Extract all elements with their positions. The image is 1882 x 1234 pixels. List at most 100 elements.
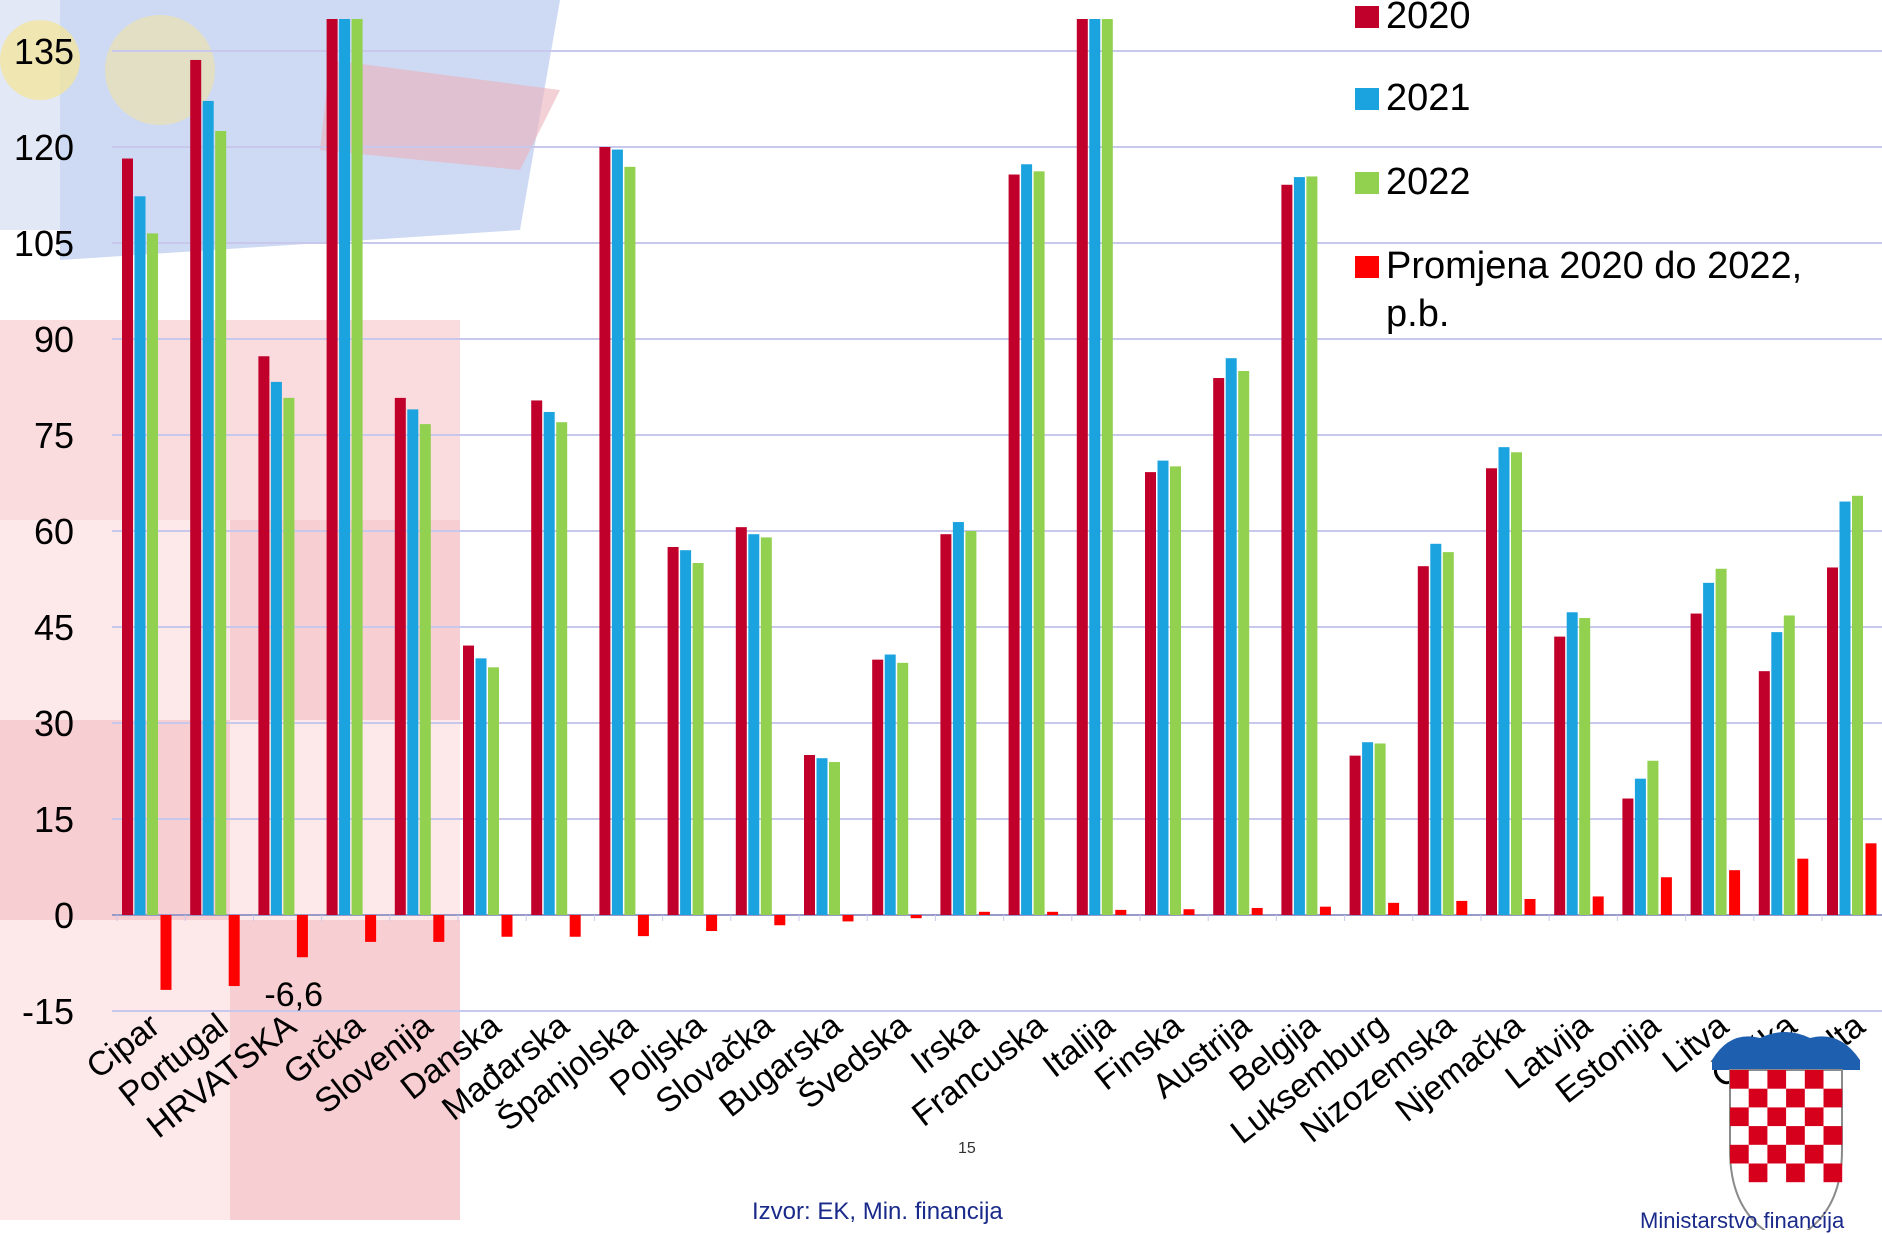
- bar-2020-slovenija: [394, 397, 406, 915]
- data-label-hrvatska: -6,6: [264, 976, 323, 1014]
- bar-2020-austrija: [1213, 378, 1225, 915]
- bar-promjena-2020-do-2022-p-b--estonija: [1660, 877, 1672, 915]
- bar-promjena-2020-do-2022-p-b--poljska: [706, 915, 718, 931]
- legend-label-2021: 2021: [1386, 77, 1471, 119]
- bar-2021-latvija: [1566, 612, 1578, 915]
- bar-2022-bugarska: [829, 762, 840, 915]
- bar-promjena-2020-do-2022-p-b--luksemburg: [1388, 902, 1400, 915]
- bar-promjena-2020-do-2022-p-b--portugal: [228, 915, 240, 987]
- bar-2021-litva: [1703, 582, 1715, 915]
- bar-promjena-2020-do-2022-p-b--nizozemska: [1456, 900, 1468, 915]
- bar-promjena-2020-do-2022-p-b--belgija: [1319, 906, 1331, 915]
- bar-2020-italija: [1076, 19, 1088, 915]
- bar-2021-slovacka: [748, 534, 760, 915]
- bar-promjena-2020-do-2022-p-b--spanjolska: [637, 915, 649, 937]
- coat-of-arms-square: [1767, 1107, 1787, 1127]
- bar-promjena-2020-do-2022-p-b--malta: [1865, 843, 1877, 915]
- bar-2022-belgija: [1306, 176, 1318, 915]
- y-tick-label: 120: [14, 127, 74, 168]
- y-tick-label: 30: [34, 703, 74, 744]
- bar-promjena-2020-do-2022-p-b--francuska: [1047, 911, 1059, 915]
- bar-2020-njemacka: [1486, 468, 1497, 915]
- bar-2022-njemacka: [1511, 452, 1522, 915]
- legend-swatch-2022: [1355, 172, 1379, 194]
- bar-2020-slovacka: [735, 527, 747, 915]
- coat-of-arms-square: [1823, 1126, 1843, 1145]
- y-tick-label: 90: [34, 319, 74, 360]
- bar-2021-francuska: [1021, 164, 1033, 915]
- bar-2020-cipar: [122, 158, 133, 915]
- bar-2022-grcka: [351, 19, 363, 915]
- bar-2021-austrija: [1225, 358, 1237, 915]
- bar-2022-slovenija: [419, 424, 431, 915]
- bar-promjena-2020-do-2022-p-b--slovenija: [433, 915, 445, 942]
- bar-2021-grcka: [339, 19, 351, 915]
- bar-2022-litva: [1715, 568, 1727, 915]
- bar-2020-svedska: [872, 659, 884, 915]
- bar-2021-spanjolska: [611, 149, 623, 915]
- bar-promjena-2020-do-2022-p-b--litva: [1729, 870, 1741, 915]
- ministry-caption: Ministarstvo financija: [1640, 1208, 1845, 1233]
- bar-promjena-2020-do-2022-p-b--cipar: [160, 915, 172, 990]
- bar-2022-latvija: [1579, 618, 1591, 915]
- bar-2021-hrvatska: [270, 381, 282, 915]
- bar-2022-spanjolska: [624, 166, 636, 916]
- legend-label-promjena-2020-do-2022-p-b-: Promjena 2020 do 2022, p.b.: [1386, 245, 1802, 335]
- bar-promjena-2020-do-2022-p-b--bugarska: [842, 915, 854, 922]
- coat-of-arms-square: [1786, 1163, 1805, 1183]
- bar-2021-bugarska: [816, 758, 828, 915]
- bar-2020-francuska: [1008, 174, 1020, 915]
- bar-2020-litva: [1690, 613, 1702, 915]
- bar-2021-belgija: [1293, 177, 1305, 915]
- bar-2022-irska: [965, 531, 977, 915]
- bar-2020-poljska: [667, 547, 679, 915]
- y-tick-label: -15: [22, 991, 74, 1032]
- bar-promjena-2020-do-2022-p-b--irska: [978, 911, 990, 915]
- coat-of-arms-square: [1823, 1088, 1843, 1108]
- coat-of-arms-square: [1748, 1126, 1768, 1145]
- coat-of-arms-logo: [1712, 1032, 1860, 1230]
- bar-promjena-2020-do-2022-p-b--finska: [1183, 909, 1195, 915]
- bar-2020-malta: [1827, 567, 1838, 915]
- legend-swatch-2020: [1355, 6, 1379, 28]
- bar-2020-estonija: [1622, 798, 1634, 915]
- bar-2020-danska: [463, 645, 474, 915]
- bar-2022-svedska: [897, 662, 909, 915]
- bar-2022-malta: [1852, 495, 1863, 915]
- bar-2021-cipar: [134, 196, 146, 915]
- y-tick-label: 45: [34, 607, 74, 648]
- bar-2020-spanjolska: [599, 147, 611, 915]
- coat-of-arms-square: [1767, 1144, 1787, 1164]
- bar-2021-svedska: [884, 654, 896, 915]
- legend-swatch-2021: [1355, 88, 1379, 110]
- coat-of-arms-square: [1804, 1070, 1824, 1089]
- bar-promjena-2020-do-2022-p-b--ma-arska: [569, 915, 581, 937]
- bar-2021-nizozemska: [1430, 543, 1442, 915]
- bar-2021-ceska: [1771, 632, 1783, 915]
- y-tick-label: 105: [14, 223, 74, 264]
- bar-promjena-2020-do-2022-p-b--austrija: [1251, 907, 1263, 915]
- coat-of-arms-square: [1804, 1107, 1824, 1127]
- y-tick-label: 0: [54, 895, 74, 936]
- bar-2021-malta: [1839, 501, 1851, 915]
- x-axis-categories: CiparPortugalHRVATSKAGrčkaSlovenijaDansk…: [80, 1006, 1872, 1151]
- y-tick-label: 135: [14, 31, 74, 72]
- legend-label-2020: 2020: [1386, 0, 1471, 37]
- bar-2021-danska: [475, 658, 487, 915]
- page-number: 15: [958, 1140, 976, 1157]
- coat-of-arms-square: [1748, 1088, 1768, 1108]
- bar-2022-luksemburg: [1374, 743, 1386, 915]
- legend-swatch-promjena-2020-do-2022-p-b-: [1355, 256, 1379, 278]
- bar-2021-poljska: [680, 550, 692, 915]
- bar-2021-italija: [1089, 19, 1101, 915]
- y-tick-label: 75: [34, 415, 74, 456]
- bar-promjena-2020-do-2022-p-b--danska: [501, 915, 513, 937]
- bar-2021-estonija: [1634, 778, 1646, 915]
- y-tick-label: 15: [34, 799, 74, 840]
- bar-2021-irska: [952, 522, 964, 915]
- bar-2021-finska: [1157, 460, 1169, 915]
- bar-2022-austrija: [1238, 371, 1250, 915]
- coat-of-arms-square: [1823, 1163, 1843, 1183]
- coat-of-arms-square: [1786, 1088, 1805, 1108]
- annotations: -6,6: [264, 976, 323, 1014]
